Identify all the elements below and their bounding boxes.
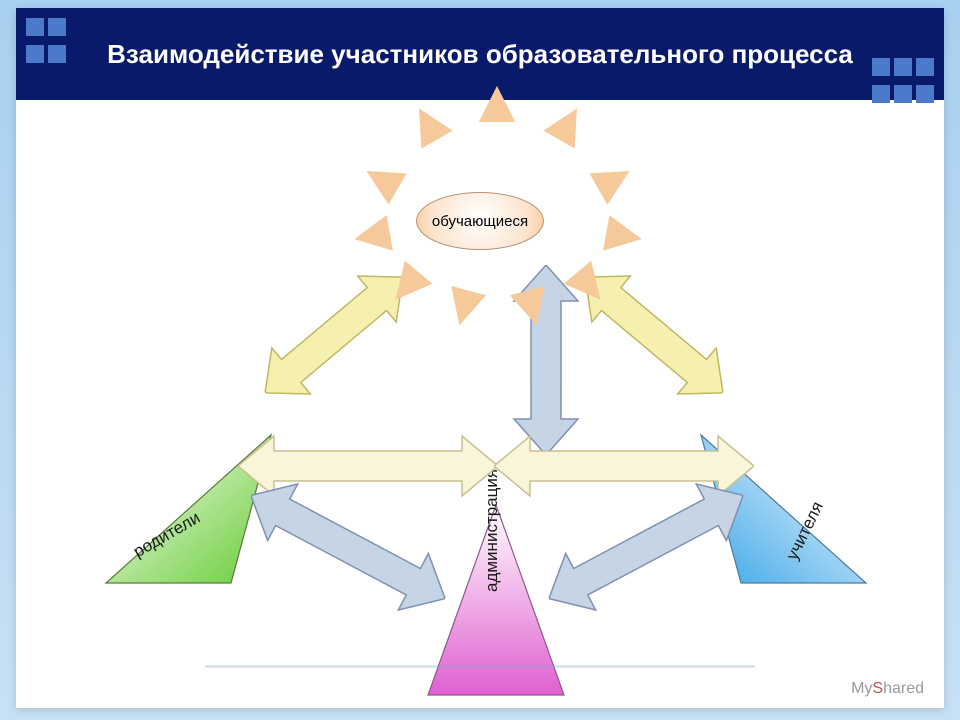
diagram: обучающиеся — [16, 100, 944, 708]
sun-ray-icon — [357, 155, 406, 204]
node-students-label: обучающиеся — [432, 213, 528, 230]
slide: Взаимодействие участников образовательно… — [16, 8, 944, 708]
deco-squares-left — [24, 16, 68, 70]
slide-title: Взаимодействие участников образовательно… — [27, 38, 933, 71]
watermark-suffix: hared — [883, 680, 924, 697]
bottom-line — [205, 665, 755, 668]
watermark-prefix: My — [851, 680, 872, 697]
sun-ray-icon — [543, 99, 592, 148]
watermark-highlight: S — [872, 680, 883, 697]
sun-ray-icon — [479, 86, 515, 122]
watermark: MyShared — [851, 680, 924, 698]
sun-ray-icon — [442, 286, 486, 330]
sun-ray-icon — [403, 99, 452, 148]
sun-ray-icon — [603, 215, 645, 257]
sun-ray-icon — [589, 155, 638, 204]
node-students: обучающиеся — [416, 192, 544, 250]
sun-ray-icon — [351, 215, 393, 257]
